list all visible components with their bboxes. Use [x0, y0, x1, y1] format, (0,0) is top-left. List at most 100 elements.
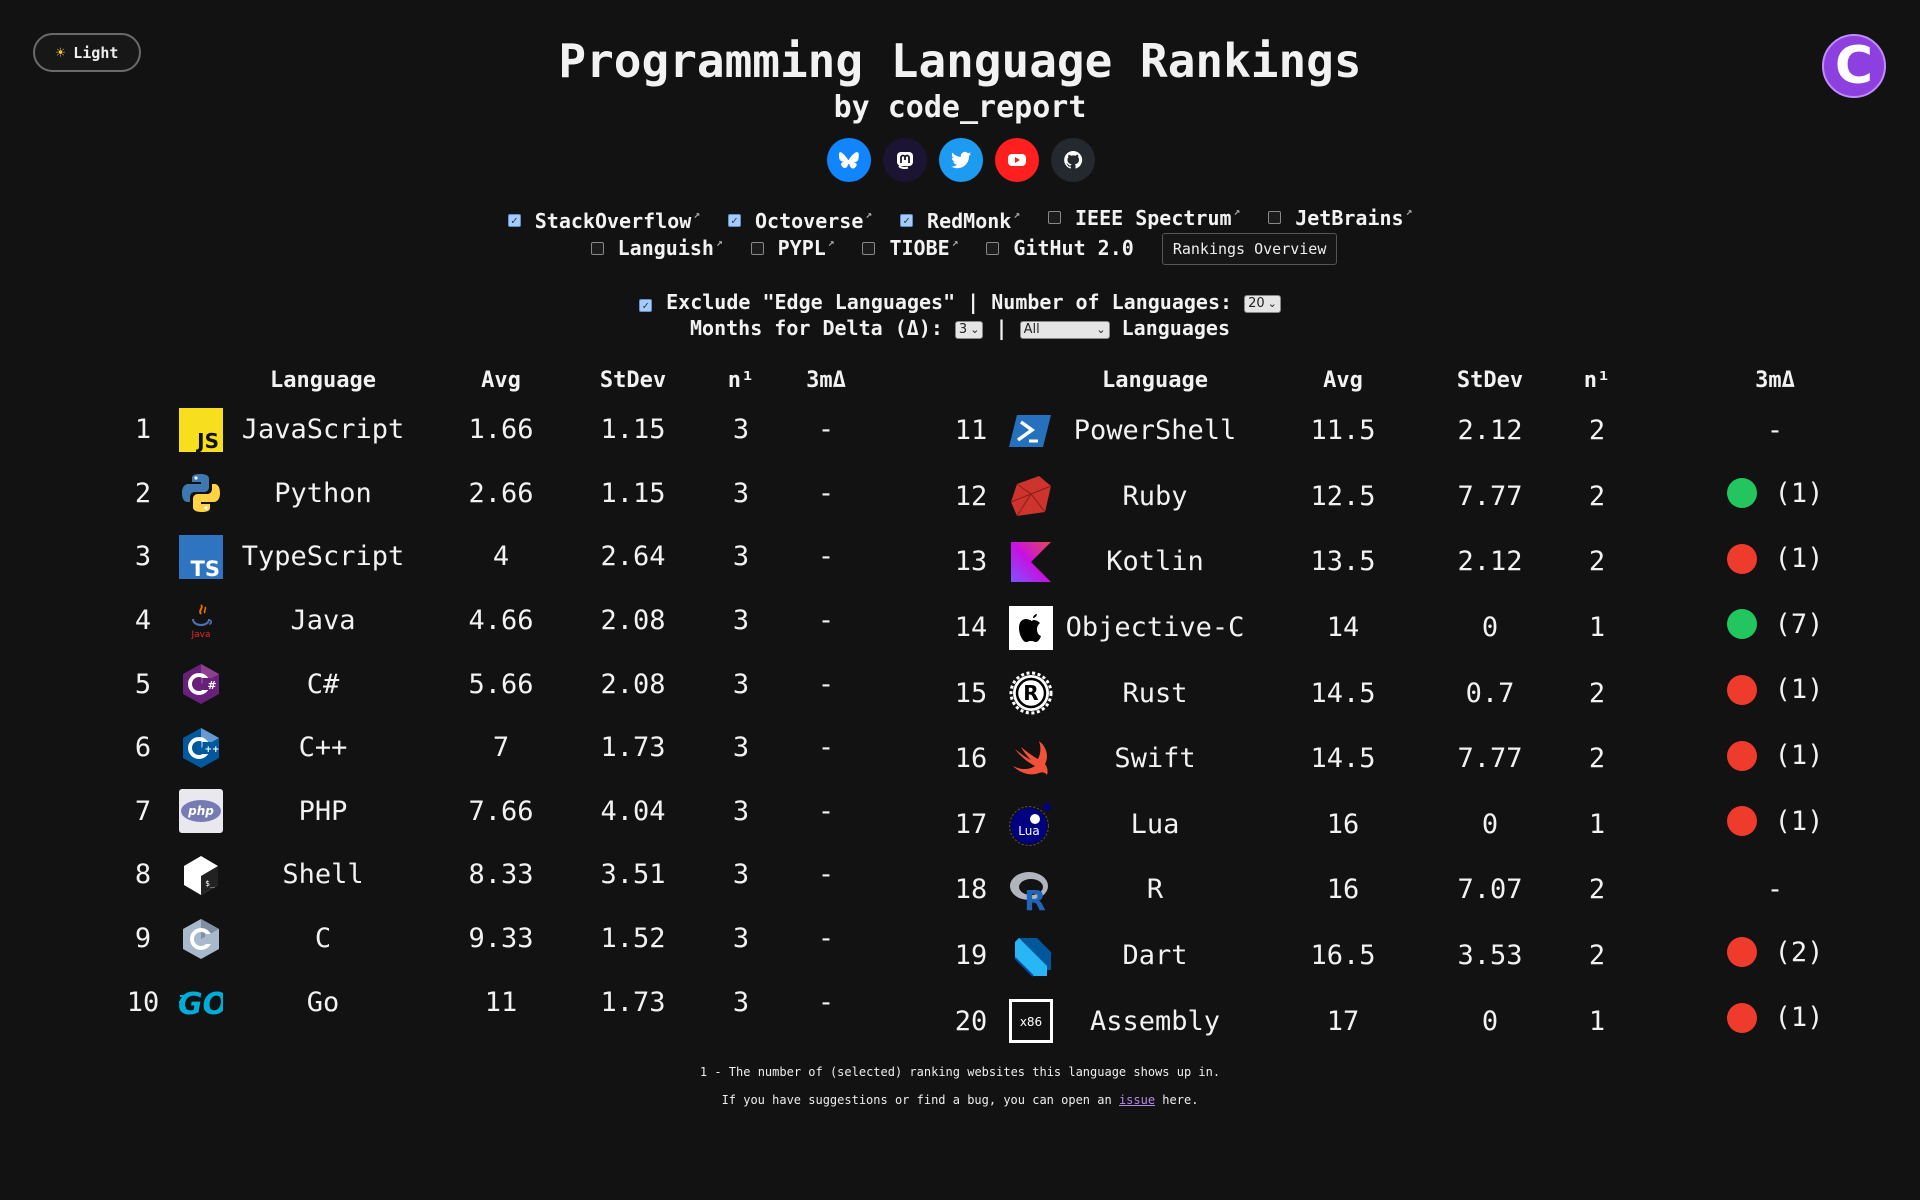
- table-header: Language Avg StDev n¹ 3mΔ: [118, 362, 846, 398]
- external-link-icon[interactable]: ↗: [1233, 205, 1241, 218]
- source-tiobe[interactable]: TIOBE ↗: [862, 236, 958, 260]
- delta-value: (7): [1774, 608, 1824, 640]
- avg-cell: 11: [484, 986, 518, 1018]
- header-language[interactable]: Language: [1102, 367, 1208, 393]
- social-links: [827, 138, 1095, 182]
- source-label: RedMonk: [927, 208, 1012, 233]
- issue-link[interactable]: issue: [1118, 1093, 1156, 1107]
- n-cell: 2: [1588, 415, 1606, 447]
- table-row: 1 JS JavaScript 1.66 1.15 3 -: [118, 398, 846, 462]
- checkbox[interactable]: [900, 214, 914, 227]
- github-icon[interactable]: [1051, 138, 1095, 182]
- header-delta[interactable]: 3mΔ: [1755, 367, 1795, 393]
- stdev-cell: 2.08: [600, 668, 666, 700]
- delta-value: (1): [1774, 543, 1824, 575]
- avg-cell: 8.33: [468, 859, 534, 891]
- language-filter-select[interactable]: All ⌄: [1019, 320, 1110, 339]
- avg-cell: 16: [1326, 808, 1360, 840]
- header-stdev[interactable]: StDev: [599, 367, 667, 393]
- svg-text:$_: $_: [205, 879, 215, 888]
- checkbox[interactable]: [1268, 211, 1282, 224]
- rank-cell: 7: [134, 795, 152, 827]
- footnote: 1 - The number of (selected) ranking web…: [699, 1065, 1221, 1079]
- source-pypl[interactable]: PYPL ↗: [750, 235, 835, 260]
- delta-value: (2): [1774, 936, 1824, 968]
- header-avg[interactable]: Avg: [481, 367, 521, 393]
- header-avg[interactable]: Avg: [1323, 367, 1363, 393]
- checkbox[interactable]: [750, 241, 764, 255]
- code-report-logo[interactable]: C: [1822, 34, 1886, 98]
- n-cell: 3: [732, 986, 750, 1018]
- source-label: PYPL: [777, 236, 826, 260]
- sun-icon: ☀: [55, 43, 66, 62]
- n-cell: 3: [732, 859, 750, 891]
- num-languages-select[interactable]: 20 ⌄: [1244, 294, 1281, 313]
- language-cell: Shell: [282, 859, 364, 891]
- svg-text:GO: GO: [179, 987, 223, 1022]
- external-link-icon[interactable]: ↗: [693, 208, 700, 221]
- checkbox[interactable]: [862, 241, 876, 255]
- youtube-icon[interactable]: [995, 138, 1039, 182]
- stdev-cell: 2.12: [1457, 546, 1523, 578]
- delta-value: -: [817, 732, 835, 764]
- checkbox[interactable]: [986, 241, 1000, 255]
- table-header: Language Avg StDev n¹ 3mΔ: [940, 362, 1900, 398]
- checkbox[interactable]: [727, 214, 741, 227]
- external-link-icon[interactable]: ↗: [951, 235, 959, 249]
- checkbox[interactable]: [1048, 211, 1061, 224]
- table-row: 19 Dart 16.5 3.53 2 (2): [940, 923, 1900, 989]
- language-cell: Rust: [1122, 677, 1188, 709]
- source-jetbrains[interactable]: JetBrains ↗: [1268, 205, 1413, 230]
- stdev-cell: 1.52: [600, 923, 666, 955]
- rank-cell: 6: [134, 732, 152, 764]
- delta-cell: -: [806, 462, 846, 526]
- delta-cell: -: [806, 907, 846, 971]
- n-cell: 2: [1588, 677, 1606, 709]
- external-link-icon[interactable]: ↗: [715, 235, 723, 249]
- stdev-cell: 1.73: [600, 732, 666, 764]
- rankings-overview-button[interactable]: Rankings Overview: [1161, 233, 1338, 265]
- external-link-icon[interactable]: ↗: [1013, 208, 1020, 221]
- r-icon: R: [1009, 868, 1053, 917]
- chevron-down-icon: ⌄: [970, 323, 980, 336]
- source-ieee-spectrum[interactable]: IEEE Spectrum ↗: [1048, 205, 1241, 230]
- language-filter-value: All: [1023, 322, 1040, 337]
- stdev-cell: 2.64: [600, 541, 666, 573]
- delta-value: -: [817, 859, 835, 891]
- table-row: 5 # C# 5.66 2.08 3 -: [118, 652, 846, 716]
- stdev-cell: 0.7: [1465, 677, 1515, 709]
- source-octoverse[interactable]: Octoverse↗: [727, 208, 872, 233]
- header-stdev[interactable]: StDev: [1456, 367, 1524, 393]
- source-languish[interactable]: Languish ↗: [590, 235, 723, 260]
- header-delta[interactable]: 3mΔ: [806, 367, 846, 393]
- avg-cell: 13.5: [1310, 546, 1376, 578]
- header-n[interactable]: n¹: [727, 367, 755, 393]
- objective-c-icon: [1009, 605, 1053, 650]
- table-row: 2 Python 2.66 1.15 3 -: [118, 462, 846, 526]
- theme-toggle-button[interactable]: ☀ Light: [33, 33, 141, 72]
- twitter-icon[interactable]: [939, 138, 983, 182]
- checkbox[interactable]: [590, 241, 604, 255]
- svg-text:TS: TS: [191, 557, 220, 579]
- bluesky-icon[interactable]: [827, 138, 871, 182]
- months-value: 3: [958, 322, 968, 337]
- rank-cell: 13: [954, 546, 988, 578]
- csharp-icon: #: [179, 662, 223, 706]
- external-link-icon[interactable]: ↗: [827, 235, 835, 249]
- months-select[interactable]: 3 ⌄: [954, 320, 984, 339]
- javascript-icon: JS: [179, 407, 223, 453]
- n-cell: 3: [732, 923, 750, 955]
- external-link-icon[interactable]: ↗: [865, 208, 872, 221]
- source-redmonk[interactable]: RedMonk↗: [900, 208, 1020, 233]
- header-language[interactable]: Language: [270, 367, 376, 393]
- language-icon-cell: R: [1002, 660, 1060, 726]
- source-githut[interactable]: GitHut 2.0: [986, 236, 1134, 260]
- exclude-edge-checkbox[interactable]: [639, 299, 653, 312]
- delta-cell: -: [806, 652, 846, 716]
- mastodon-icon[interactable]: [883, 138, 927, 182]
- rank-cell: 16: [954, 743, 988, 775]
- source-stackoverflow[interactable]: StackOverflow↗: [507, 208, 700, 233]
- checkbox[interactable]: [507, 214, 521, 227]
- external-link-icon[interactable]: ↗: [1405, 205, 1413, 218]
- header-n[interactable]: n¹: [1583, 367, 1611, 393]
